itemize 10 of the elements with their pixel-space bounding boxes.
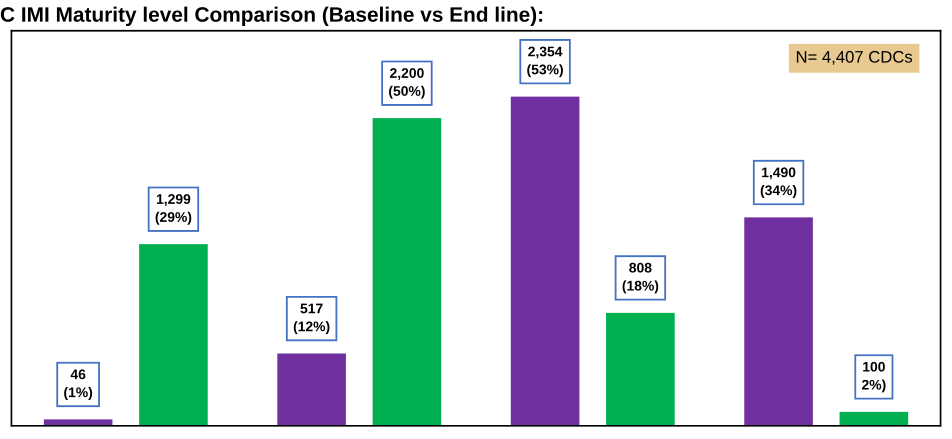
data-label: 1,490 (34%): [760, 167, 796, 198]
data-label: 100 2%): [862, 362, 886, 392]
data-label: 808 (18%): [622, 262, 658, 294]
chart-title: C IMI Maturity level Comparison (Baseline vs End line):: [0, 6, 542, 26]
data-label: 2,200 (50%): [389, 68, 425, 99]
data-label: 2,354 (53%): [527, 46, 563, 78]
text: N= 4,407 CDCs: [796, 50, 912, 65]
data-label: 517 (12%): [294, 304, 330, 334]
data-label: 1,299 (29%): [156, 194, 192, 225]
data-label: 46 (1%): [64, 369, 92, 400]
